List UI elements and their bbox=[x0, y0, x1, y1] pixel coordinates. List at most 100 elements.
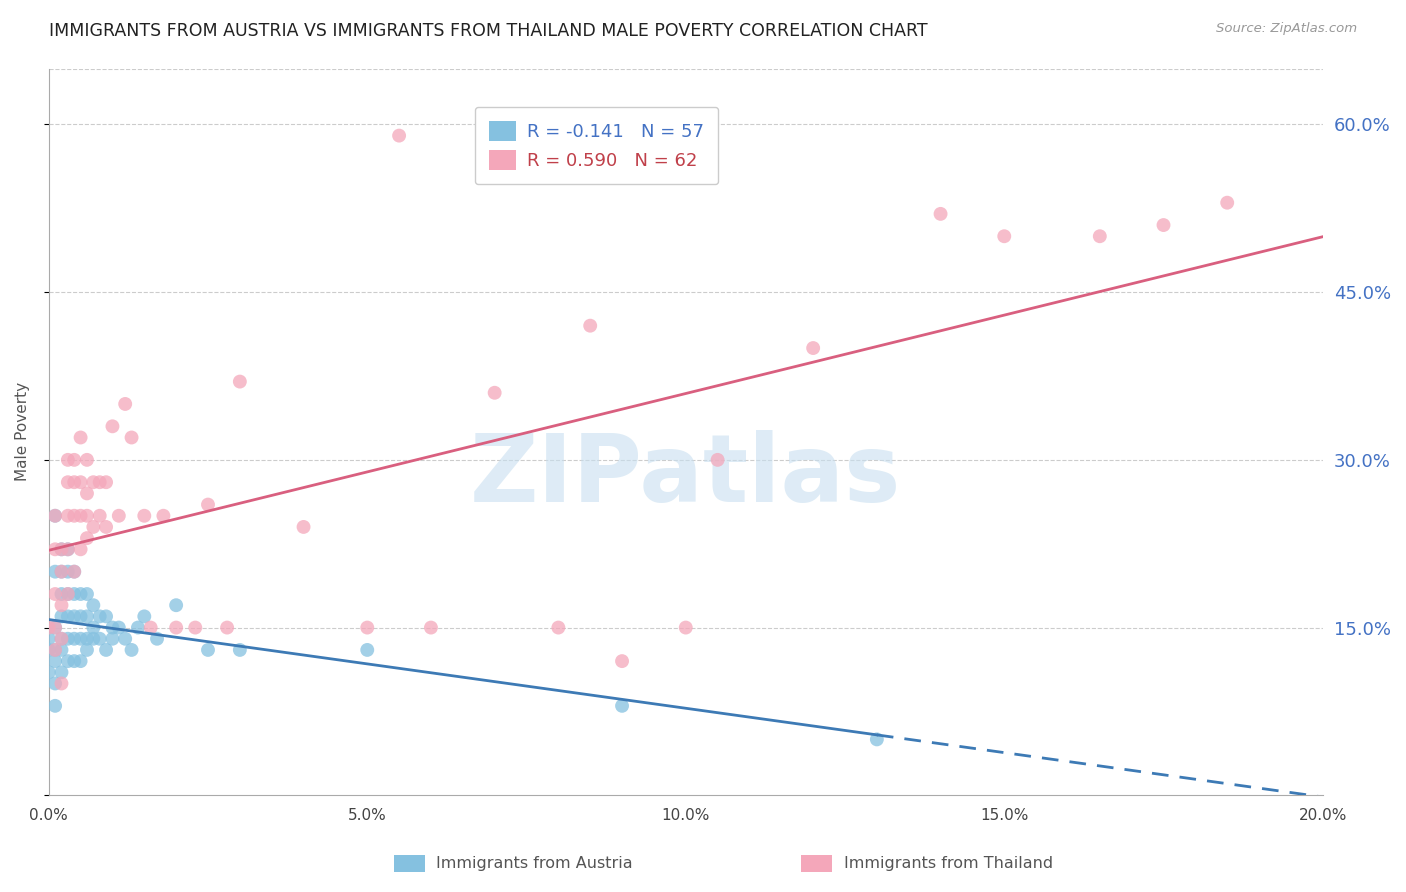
Point bbox=[69, 609, 91, 624]
Point bbox=[114, 632, 136, 646]
Point bbox=[44, 565, 66, 579]
Point bbox=[89, 632, 111, 646]
Point bbox=[94, 609, 117, 624]
Point bbox=[101, 621, 124, 635]
Point bbox=[229, 643, 252, 657]
Point bbox=[356, 643, 378, 657]
Point bbox=[56, 587, 79, 601]
Point bbox=[44, 698, 66, 713]
Point bbox=[69, 508, 91, 523]
Text: ZIPatlas: ZIPatlas bbox=[470, 430, 901, 522]
Point bbox=[82, 621, 104, 635]
Point bbox=[82, 632, 104, 646]
Point bbox=[388, 128, 411, 143]
Point bbox=[197, 643, 219, 657]
Point bbox=[44, 643, 66, 657]
Point bbox=[165, 621, 187, 635]
Point bbox=[94, 475, 117, 490]
Point bbox=[63, 508, 86, 523]
Point bbox=[38, 643, 60, 657]
Point bbox=[63, 475, 86, 490]
Point bbox=[51, 587, 73, 601]
Point bbox=[929, 207, 952, 221]
Text: Source: ZipAtlas.com: Source: ZipAtlas.com bbox=[1216, 22, 1357, 36]
Point bbox=[51, 542, 73, 557]
Point bbox=[76, 453, 98, 467]
Point bbox=[44, 508, 66, 523]
Text: Immigrants from Thailand: Immigrants from Thailand bbox=[844, 856, 1053, 871]
Point bbox=[675, 621, 697, 635]
Point bbox=[292, 520, 315, 534]
Point bbox=[63, 632, 86, 646]
Point bbox=[579, 318, 602, 333]
Point bbox=[51, 665, 73, 680]
Point bbox=[69, 654, 91, 668]
Point bbox=[44, 621, 66, 635]
Point bbox=[38, 621, 60, 635]
Point bbox=[101, 632, 124, 646]
Point bbox=[146, 632, 169, 646]
Point bbox=[76, 643, 98, 657]
Point bbox=[63, 565, 86, 579]
Point bbox=[121, 643, 143, 657]
Point bbox=[51, 542, 73, 557]
Point bbox=[76, 486, 98, 500]
Point bbox=[56, 542, 79, 557]
Point bbox=[356, 621, 378, 635]
Point bbox=[229, 375, 252, 389]
Point bbox=[44, 654, 66, 668]
Point bbox=[89, 508, 111, 523]
Point bbox=[420, 621, 443, 635]
Point bbox=[121, 430, 143, 444]
Point bbox=[51, 632, 73, 646]
Point bbox=[82, 598, 104, 612]
Point bbox=[56, 542, 79, 557]
Point bbox=[56, 609, 79, 624]
Point bbox=[51, 609, 73, 624]
Point bbox=[108, 621, 131, 635]
Point bbox=[547, 621, 569, 635]
Point bbox=[484, 385, 506, 400]
Point bbox=[706, 453, 728, 467]
Point bbox=[69, 587, 91, 601]
Point bbox=[69, 542, 91, 557]
Point bbox=[76, 587, 98, 601]
Point bbox=[82, 475, 104, 490]
Point bbox=[69, 632, 91, 646]
Point bbox=[89, 475, 111, 490]
Point bbox=[51, 565, 73, 579]
Y-axis label: Male Poverty: Male Poverty bbox=[15, 383, 30, 482]
Point bbox=[1088, 229, 1111, 244]
Point bbox=[38, 632, 60, 646]
Text: Immigrants from Austria: Immigrants from Austria bbox=[436, 856, 633, 871]
Point bbox=[51, 632, 73, 646]
Point bbox=[63, 609, 86, 624]
Point bbox=[76, 531, 98, 545]
Point bbox=[63, 587, 86, 601]
Point bbox=[38, 665, 60, 680]
Point bbox=[76, 508, 98, 523]
Point bbox=[165, 598, 187, 612]
Point bbox=[51, 598, 73, 612]
Point bbox=[127, 621, 149, 635]
Point bbox=[801, 341, 824, 355]
Point bbox=[44, 676, 66, 690]
Point bbox=[51, 565, 73, 579]
Point bbox=[134, 609, 156, 624]
Point bbox=[610, 698, 633, 713]
Point bbox=[44, 587, 66, 601]
Text: IMMIGRANTS FROM AUSTRIA VS IMMIGRANTS FROM THAILAND MALE POVERTY CORRELATION CHA: IMMIGRANTS FROM AUSTRIA VS IMMIGRANTS FR… bbox=[49, 22, 928, 40]
Point bbox=[152, 508, 174, 523]
Point bbox=[56, 632, 79, 646]
Point bbox=[94, 520, 117, 534]
Point bbox=[82, 520, 104, 534]
Point bbox=[101, 419, 124, 434]
Point bbox=[217, 621, 239, 635]
Point bbox=[56, 508, 79, 523]
Point bbox=[63, 565, 86, 579]
Point bbox=[44, 643, 66, 657]
Point bbox=[69, 475, 91, 490]
Point bbox=[44, 542, 66, 557]
Point bbox=[69, 430, 91, 444]
Point bbox=[1216, 195, 1239, 210]
